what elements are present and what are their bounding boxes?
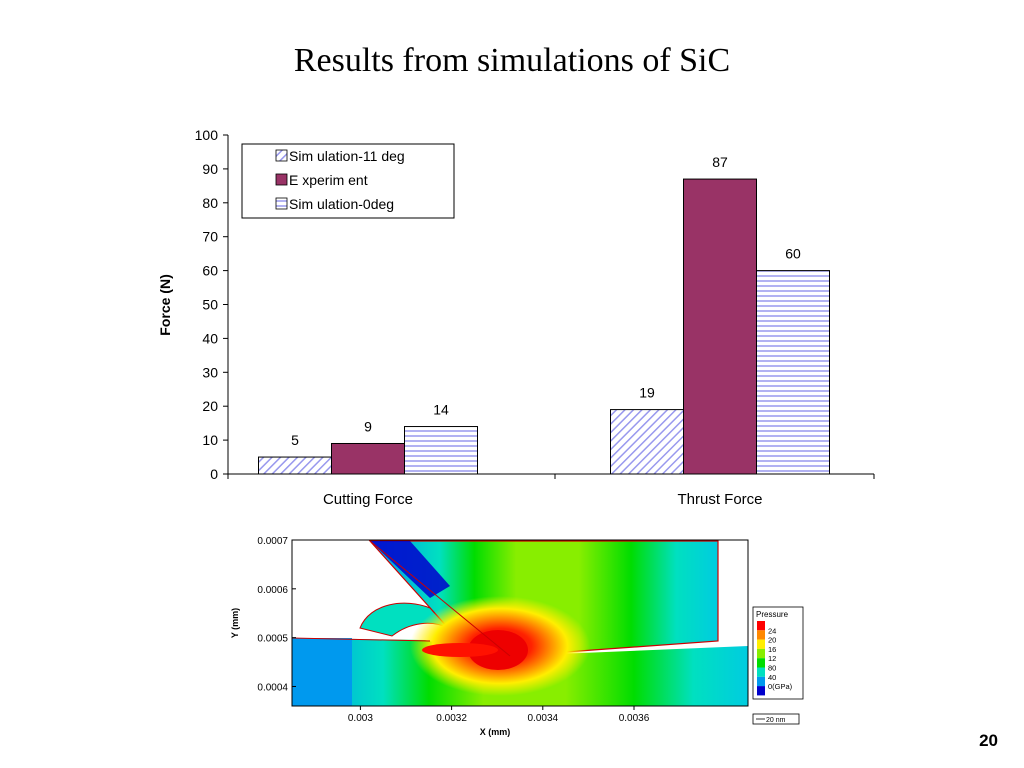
x-tick-label: 0.0032: [436, 713, 467, 724]
x-category-label: Cutting Force: [323, 491, 413, 508]
bar: [331, 442, 405, 475]
legend-label: E xperim ent: [289, 172, 368, 188]
plot-frame: 0.003 0.0032 0.0034 0.0036 0.0004 0.0005 0.00…: [257, 536, 749, 724]
force-bar-chart: 0 10 20 30 40 50 60 70 80 90 100 Force (N) Cutting…: [157, 127, 875, 508]
bar: [756, 270, 830, 475]
bar-data-label: 9: [364, 418, 372, 434]
colorbar-swatch: [757, 630, 765, 640]
colorbar-level-label: 40: [768, 673, 776, 682]
tool-edge: [369, 540, 511, 657]
colorbar-swatch: [757, 621, 765, 631]
colorbar-title: Pressure: [756, 610, 789, 619]
bar: [683, 178, 757, 475]
colorbar-swatch: [757, 648, 765, 659]
y-tick-label: 0.0005: [257, 634, 288, 645]
workpiece-left-region: [292, 638, 352, 706]
y-tick-label: 0.0007: [257, 536, 288, 547]
bars: 5 9 14 19 87 60: [258, 154, 830, 475]
colorbar-level-label: 20: [768, 636, 776, 645]
bar-data-label: 87: [712, 154, 728, 170]
y-tick-label: 40: [202, 330, 218, 346]
bar-data-label: 5: [291, 432, 299, 448]
y-axis-label: Y (mm): [230, 608, 240, 638]
y-tick-label: 100: [195, 127, 219, 143]
x-tick-label: 0.0036: [619, 713, 650, 724]
x-tick-label: 0.0034: [528, 713, 559, 724]
workpiece-surface: [292, 637, 431, 642]
bar-data-label: 60: [785, 246, 801, 262]
y-tick-label: 50: [202, 297, 218, 313]
y-tick-label: 80: [202, 195, 218, 211]
colorbar-swatch: [757, 639, 765, 649]
colorbar-swatch: [757, 676, 765, 687]
pressure-streak: [422, 643, 498, 657]
y-axis: 0 10 20 30 40 50 60 70 80 90 100: [195, 127, 229, 482]
colorbar-swatch: [757, 658, 765, 668]
scale-bar: 20 nm: [752, 713, 800, 725]
legend-label: Sim ulation-11 deg: [289, 148, 405, 164]
y-tick-label: 30: [202, 364, 218, 380]
contour-field: [292, 540, 748, 706]
scale-bar-label: 20 nm: [766, 717, 786, 724]
bar-data-label: 14: [433, 402, 449, 418]
y-tick-label: 90: [202, 161, 218, 177]
colorbar-swatch: [757, 667, 765, 677]
y-tick-label: 10: [202, 432, 218, 448]
colorbar-level-label: 0(GPa): [768, 682, 793, 691]
legend-label: Sim ulation-0deg: [289, 196, 394, 212]
x-axis: Cutting Force Thrust Force: [227, 473, 875, 508]
bar-data-label: 19: [639, 385, 655, 401]
y-tick-label: 60: [202, 263, 218, 279]
x-tick-label: 0.003: [348, 713, 373, 724]
y-tick-label: 70: [202, 229, 218, 245]
slide-title: Results from simulations of SiC: [293, 42, 731, 79]
page-number: 20: [979, 731, 998, 750]
colorbar-level-label: 16: [768, 645, 776, 654]
legend-swatch: [275, 149, 288, 162]
bar: [258, 456, 332, 475]
x-axis-label: X (mm): [480, 727, 511, 737]
legend-swatch: [275, 197, 288, 210]
colorbar-level-label: 24: [768, 626, 776, 635]
y-tick-label: 0.0006: [257, 585, 288, 596]
y-axis-label: Force (N): [157, 274, 173, 335]
pressure-contour-plot: 0.003 0.0032 0.0034 0.0036 0.0004 0.0005 0.00…: [230, 536, 804, 737]
y-tick-label: 0: [210, 466, 218, 482]
chip-region: [359, 602, 449, 637]
legend-swatch: [275, 173, 288, 186]
y-tick-label: 20: [202, 398, 218, 414]
colorbar-swatch: [757, 686, 765, 696]
bar: [610, 409, 684, 475]
colorbar-level-label: 12: [768, 654, 776, 663]
tool-tip-region: [370, 541, 450, 598]
legend: Sim ulation-11 deg E xperim ent Sim ulatio…: [241, 143, 455, 219]
bar: [404, 426, 478, 475]
x-category-label: Thrust Force: [677, 491, 762, 508]
y-tick-label: 0.0004: [257, 682, 288, 693]
colorbar-level-label: 80: [768, 664, 776, 673]
